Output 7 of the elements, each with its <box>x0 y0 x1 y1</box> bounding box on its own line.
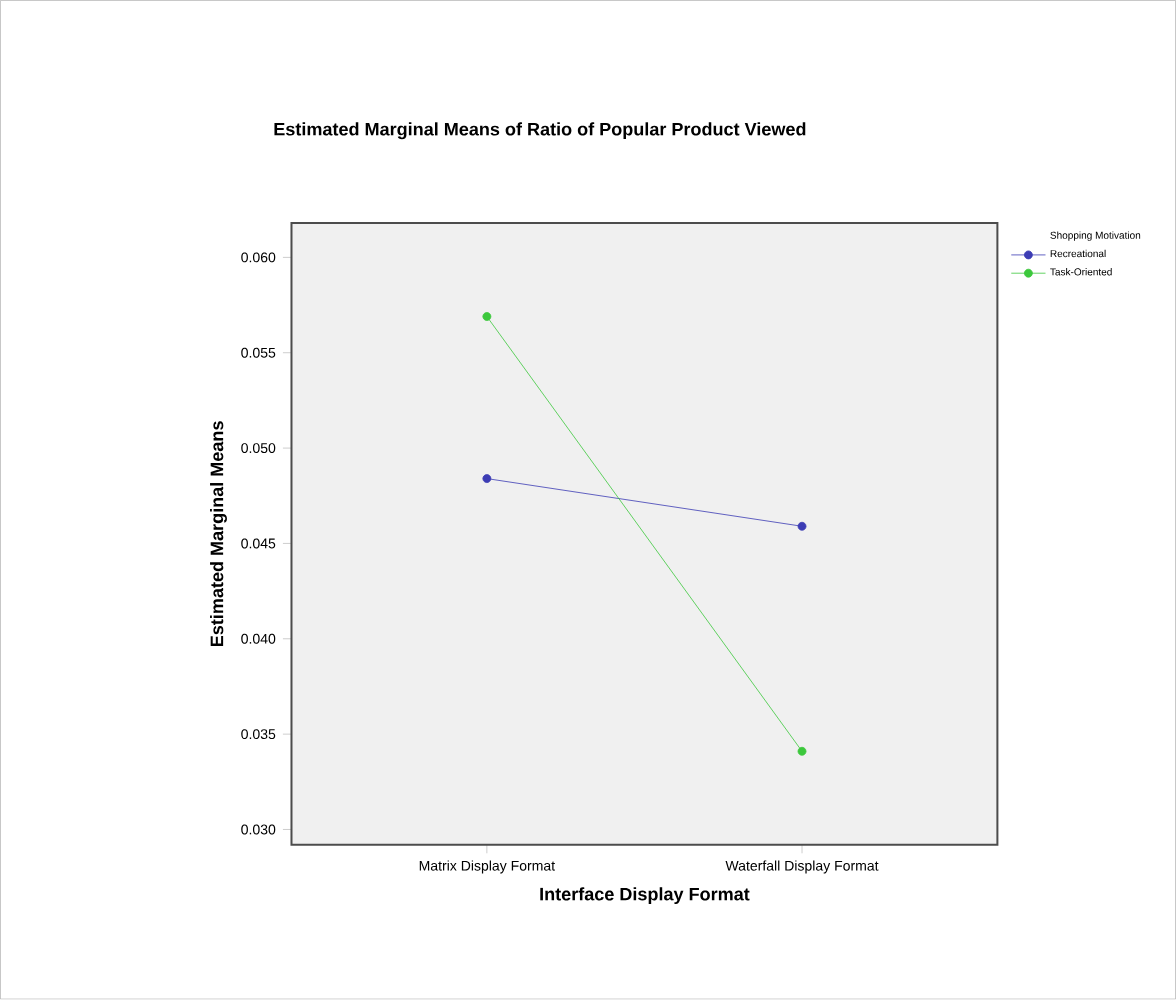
point <box>797 522 807 531</box>
point <box>797 747 807 756</box>
y-axis-title: Estimated Marginal Means <box>210 421 227 647</box>
point <box>482 312 492 322</box>
x-axis-title: Interface Display Format <box>540 887 750 905</box>
point <box>482 474 492 484</box>
chart-title: Estimated Marginal Means of Ratio of Popular Product Viewed <box>274 122 806 140</box>
